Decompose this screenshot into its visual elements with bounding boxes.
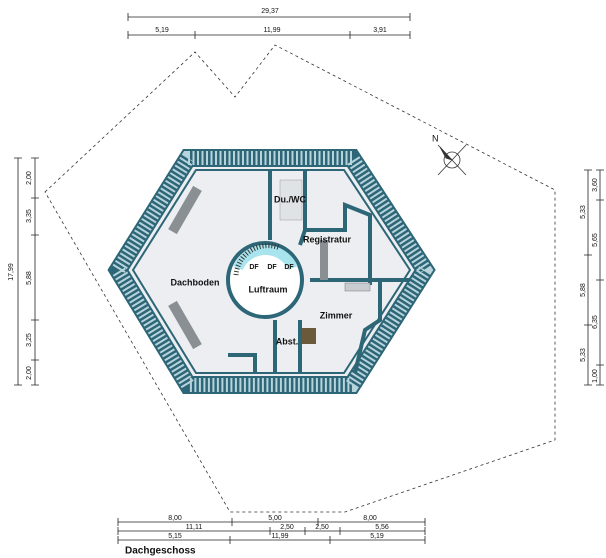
dimension: 5,19 [370, 533, 384, 540]
site-boundary [44, 44, 556, 513]
dimension: 5,00 [268, 515, 282, 522]
sloped-wall [168, 185, 202, 235]
dimension: 2,00 [26, 366, 33, 380]
dimension: 5,88 [26, 271, 33, 285]
roof-hatching [109, 151, 434, 392]
dimension: 5,65 [592, 233, 599, 247]
dimension: 5,56 [375, 524, 389, 531]
dimension: 5,33 [580, 348, 587, 362]
dimension: 2,50 [315, 524, 329, 531]
walls [228, 170, 410, 374]
dimension: 3,25 [26, 333, 33, 347]
dimension: 8,00 [168, 515, 182, 522]
stair [233, 243, 281, 276]
dimension-lines [14, 13, 604, 544]
dimension: 3,60 [592, 178, 599, 192]
wc-tiles [279, 179, 303, 221]
room-label: Registratur [303, 234, 352, 244]
sloped-wall [320, 240, 328, 280]
dimension: 1,00 [592, 369, 599, 383]
room-label: Luftraum [249, 284, 288, 294]
dimension: 5,19 [155, 27, 169, 34]
dimension: 5,15 [168, 533, 182, 540]
room-label: Du./WC [274, 194, 306, 204]
dimension: 3,91 [373, 27, 387, 34]
dimension: 11,99 [264, 27, 281, 34]
dimension: 3,35 [26, 209, 33, 223]
compass-label: N [432, 133, 439, 143]
skylight-label: DF [249, 264, 259, 271]
dimension: 8,00 [363, 515, 377, 522]
sloped-wall [344, 282, 371, 292]
skylight-band [233, 245, 298, 271]
inner-wall [131, 169, 412, 374]
dimension: 5,33 [580, 205, 587, 219]
compass [437, 144, 467, 176]
dimension: 29,37 [261, 8, 279, 15]
room-label: Zimmer [320, 310, 353, 320]
skylight-label: DF [267, 264, 277, 271]
dimension: 2,00 [26, 171, 33, 185]
dimension: 17,99 [8, 263, 15, 281]
room-label: Dachboden [170, 277, 219, 287]
skylight-label: DF [284, 264, 294, 271]
dimension: 5,88 [580, 283, 587, 297]
room-label: Abst. [276, 336, 299, 346]
dimension: 11,99 [272, 533, 289, 540]
dimension: 11,11 [186, 524, 203, 531]
dimension: 6,35 [592, 315, 599, 329]
table [302, 328, 316, 344]
dimension: 2,50 [280, 524, 294, 531]
floor-title: Dachgeschoss [125, 546, 196, 557]
sloped-wall [168, 300, 202, 350]
